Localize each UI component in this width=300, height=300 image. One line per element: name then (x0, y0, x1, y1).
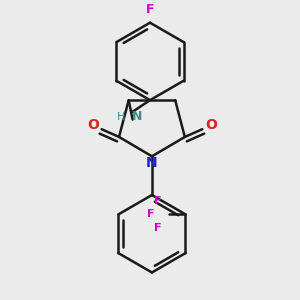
Text: N: N (146, 156, 158, 170)
Text: O: O (87, 118, 99, 132)
Text: F: F (146, 3, 154, 16)
Text: F: F (154, 196, 161, 206)
Text: H: H (116, 112, 125, 122)
Text: N: N (132, 110, 142, 123)
Text: F: F (147, 209, 154, 219)
Text: O: O (205, 118, 217, 132)
Text: F: F (154, 223, 161, 233)
